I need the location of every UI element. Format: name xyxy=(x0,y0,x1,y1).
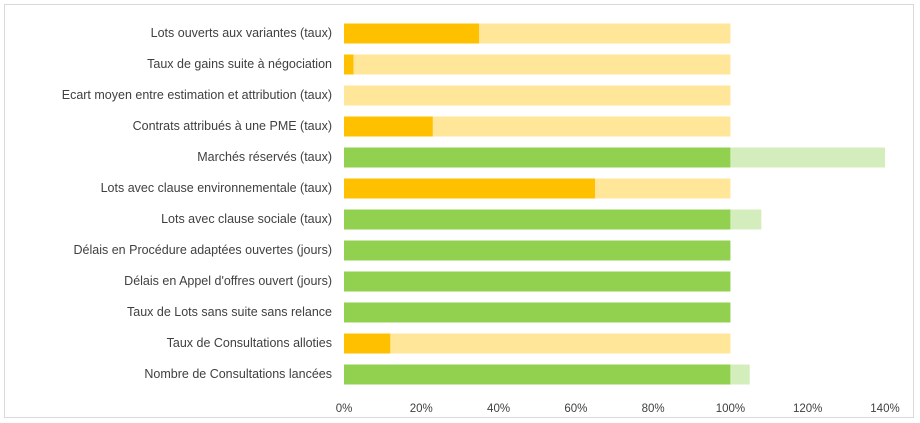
x-tick-label: 40% xyxy=(487,403,510,415)
bar-excess xyxy=(730,364,750,385)
x-tick-label: 80% xyxy=(642,403,665,415)
category-label: Ecart moyen entre estimation et attribut… xyxy=(62,88,332,102)
bar-remainder xyxy=(390,333,731,354)
bar-remainder xyxy=(479,23,731,44)
bar-remainder xyxy=(595,178,731,199)
bar-value xyxy=(344,240,731,261)
bar-value xyxy=(344,147,731,168)
bar-value xyxy=(344,116,433,137)
bar-excess xyxy=(730,209,762,230)
bar-remainder xyxy=(353,54,731,75)
x-tick-label: 120% xyxy=(793,403,822,415)
x-tick-label: 0% xyxy=(336,403,353,415)
category-label: Marchés réservés (taux) xyxy=(197,150,332,164)
category-label: Lots ouverts aux variantes (taux) xyxy=(151,26,332,40)
bar-value xyxy=(344,23,480,44)
category-label: Nombre de Consultations lancées xyxy=(144,367,332,381)
category-label: Délais en Procédure adaptées ouvertes (j… xyxy=(74,243,332,257)
category-label: Taux de Lots sans suite sans relance xyxy=(127,305,332,319)
category-label: Contrats attribués à une PME (taux) xyxy=(133,119,332,133)
bar-excess xyxy=(730,147,885,168)
category-label: Lots avec clause environnementale (taux) xyxy=(101,181,332,195)
bar-value xyxy=(344,271,731,292)
bar-value xyxy=(344,364,731,385)
x-tick-label: 60% xyxy=(564,403,587,415)
x-tick-label: 140% xyxy=(870,403,899,415)
bar-remainder xyxy=(344,85,731,106)
category-label: Taux de Consultations alloties xyxy=(167,336,332,350)
bar-value xyxy=(344,333,391,354)
bar-value xyxy=(344,302,731,323)
x-tick-label: 100% xyxy=(716,403,745,415)
bar-value xyxy=(344,54,354,75)
category-label: Taux de gains suite à négociation xyxy=(147,57,332,71)
category-label: Lots avec clause sociale (taux) xyxy=(161,212,332,226)
bar-value xyxy=(344,209,731,230)
bar-value xyxy=(344,178,596,199)
bar-remainder xyxy=(432,116,731,137)
category-label: Délais en Appel d'offres ouvert (jours) xyxy=(124,274,332,288)
x-tick-label: 20% xyxy=(410,403,433,415)
